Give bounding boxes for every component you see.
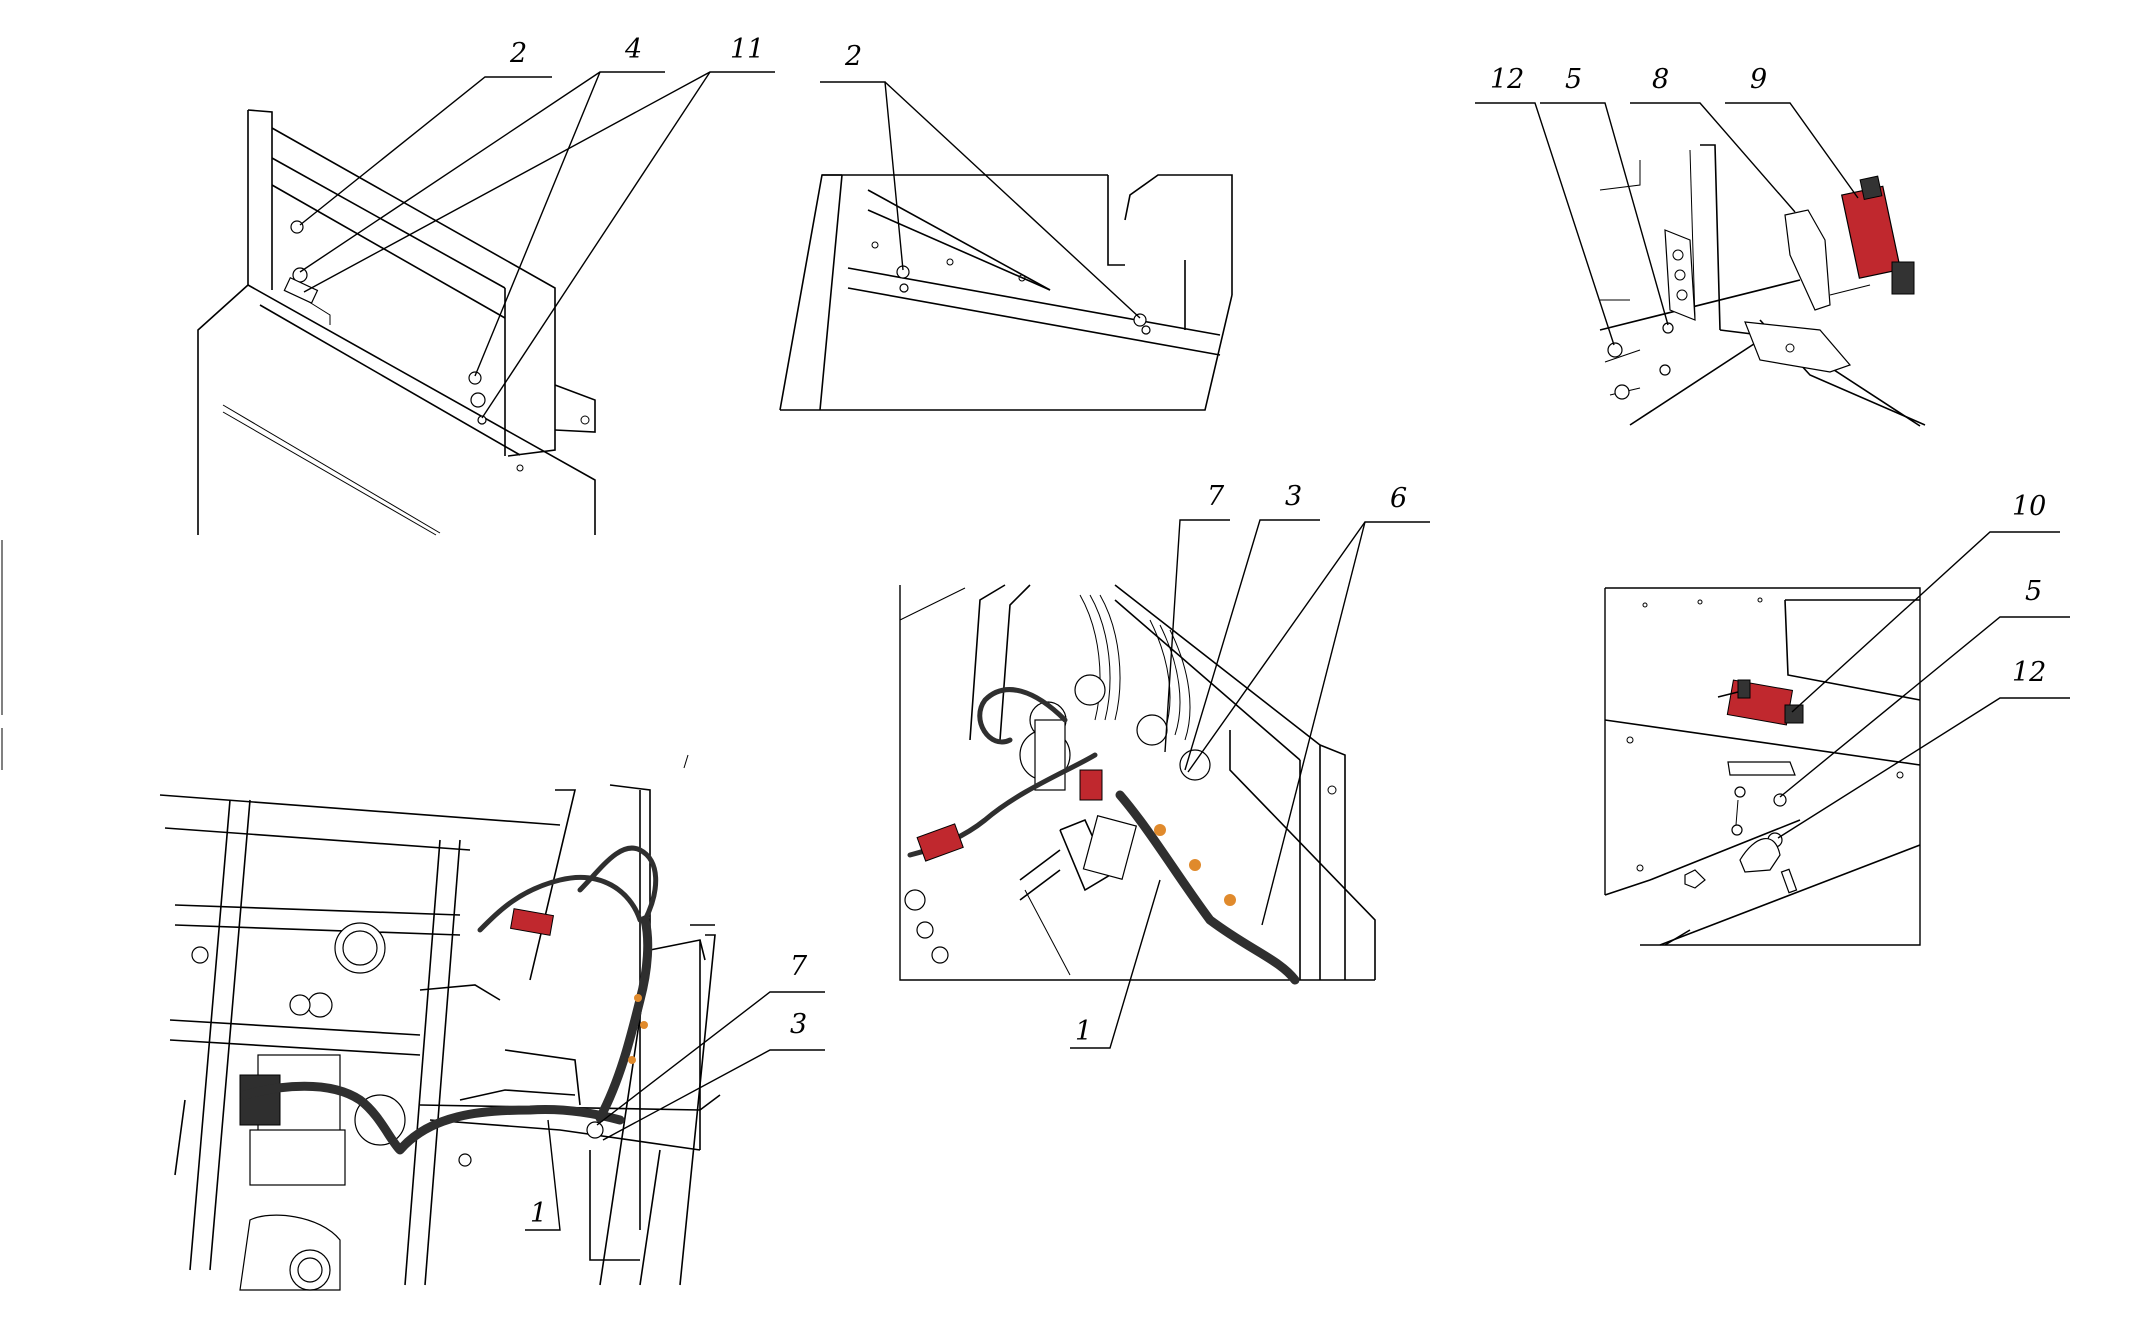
callout-8: 8 bbox=[1652, 64, 1669, 95]
callout-5: 5 bbox=[1565, 64, 1582, 95]
callout-3: 3 bbox=[1285, 481, 1302, 512]
callout-9: 9 bbox=[1750, 64, 1767, 95]
view-2-roof-rail bbox=[779, 174, 1233, 411]
callout-2: 2 bbox=[509, 38, 527, 69]
callout-5: 5 bbox=[2025, 576, 2042, 607]
view-5-callouts: 7 3 6 1 bbox=[1070, 481, 1430, 1049]
callout-12: 12 bbox=[2012, 657, 2046, 688]
callout-4: 4 bbox=[624, 34, 642, 65]
stray-mark bbox=[683, 754, 689, 769]
callout-7: 7 bbox=[1207, 481, 1225, 512]
callout-11: 11 bbox=[730, 34, 764, 65]
view-5-harness-routing bbox=[899, 584, 1376, 985]
callout-6: 6 bbox=[1390, 483, 1407, 514]
view-2-callouts: 2 bbox=[820, 41, 1141, 319]
callout-7: 7 bbox=[790, 951, 808, 982]
view-6-switch-detail bbox=[1604, 587, 1921, 946]
view-4-callouts: 7 3 1 bbox=[525, 951, 825, 1231]
callout-1: 1 bbox=[530, 1198, 547, 1229]
view-1-callouts: 2 4 11 bbox=[299, 34, 775, 419]
callout-1: 1 bbox=[1075, 1016, 1092, 1047]
view-6-callouts: 10 5 12 bbox=[1777, 491, 2070, 839]
callout-12: 12 bbox=[1490, 64, 1524, 95]
callout-10: 10 bbox=[2012, 491, 2046, 522]
callout-2: 2 bbox=[844, 41, 862, 72]
callout-3: 3 bbox=[790, 1009, 807, 1040]
view-4-frame-harness bbox=[159, 784, 721, 1291]
view-3-switch-mount bbox=[1599, 144, 1926, 427]
view-1-cab-wall-bracket bbox=[197, 109, 596, 536]
view-3-callouts: 12 5 8 9 bbox=[1475, 64, 1859, 346]
